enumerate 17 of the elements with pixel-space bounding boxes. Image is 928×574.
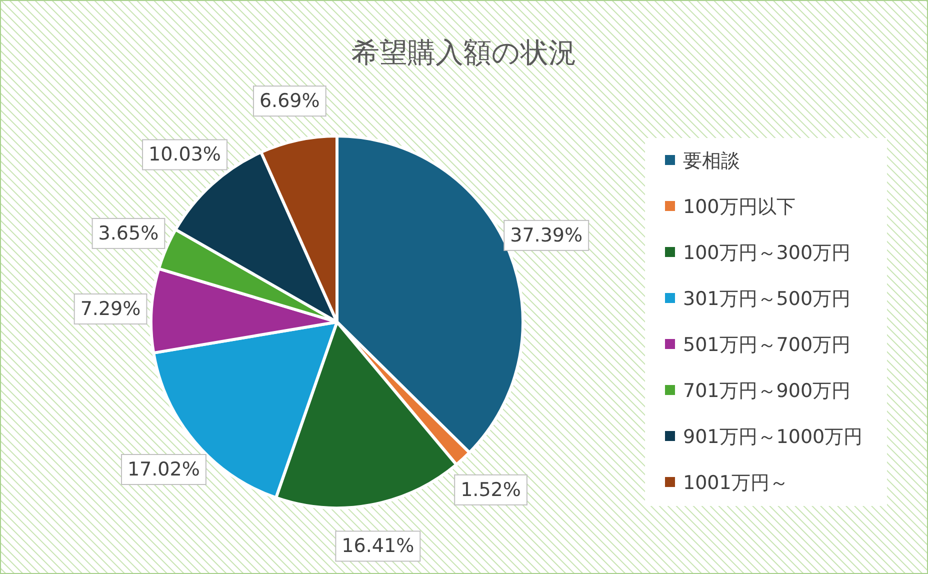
legend-label: 100万円以下 (683, 196, 796, 218)
data-label: 1.52% (460, 478, 521, 501)
data-label: 3.65% (98, 222, 159, 244)
data-label: 6.69% (259, 90, 320, 112)
legend-label: 要相談 (683, 150, 740, 172)
chart-title: 希望購入額の状況 (352, 36, 576, 69)
legend-label: 701万円～900万円 (683, 380, 851, 402)
data-label: 7.29% (80, 298, 141, 320)
legend-label: 100万円～300万円 (683, 242, 851, 264)
data-label: 10.03% (148, 144, 221, 166)
legend-label: 901万円～1000万円 (683, 426, 863, 448)
data-label: 17.02% (127, 458, 200, 481)
legend-label: 501万円～700万円 (683, 334, 851, 356)
data-label: 16.41% (342, 535, 414, 558)
data-label: 37.39% (510, 224, 583, 246)
legend-label: 1001万円～ (683, 472, 788, 494)
legend-label: 301万円～500万円 (683, 288, 851, 310)
